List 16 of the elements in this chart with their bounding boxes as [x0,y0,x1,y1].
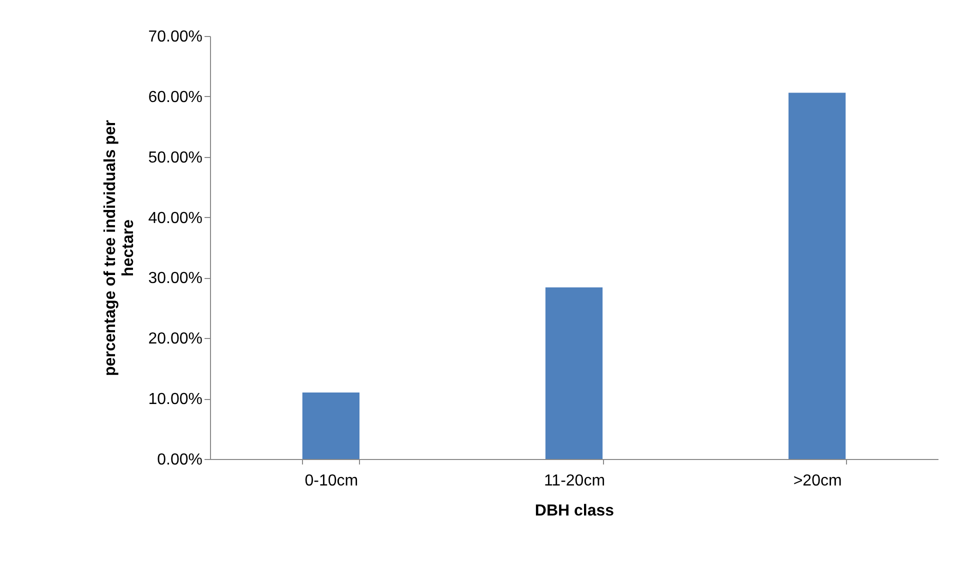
y-tick-label: 0.00% [157,452,202,468]
y-tick-label: 20.00% [148,330,202,348]
y-tick-label: 40.00% [148,210,202,227]
x-tick-label: 0-10cm [304,472,358,490]
y-tick-label: 50.00% [148,149,202,166]
y-axis-title: percentage of tree individuals per hectare [102,120,138,376]
x-tick-label: 11-20cm [544,472,606,490]
y-tick-label: 30.00% [148,270,202,288]
y-tick-label: 70.00% [148,28,202,46]
x-axis-title: DBH class [534,502,614,520]
bar [788,92,846,459]
bar [545,287,603,459]
x-tick-label: >20cm [793,472,842,490]
y-tick-label: 10.00% [148,391,202,408]
bar [302,392,360,459]
y-tick-label: 60.00% [148,88,202,106]
